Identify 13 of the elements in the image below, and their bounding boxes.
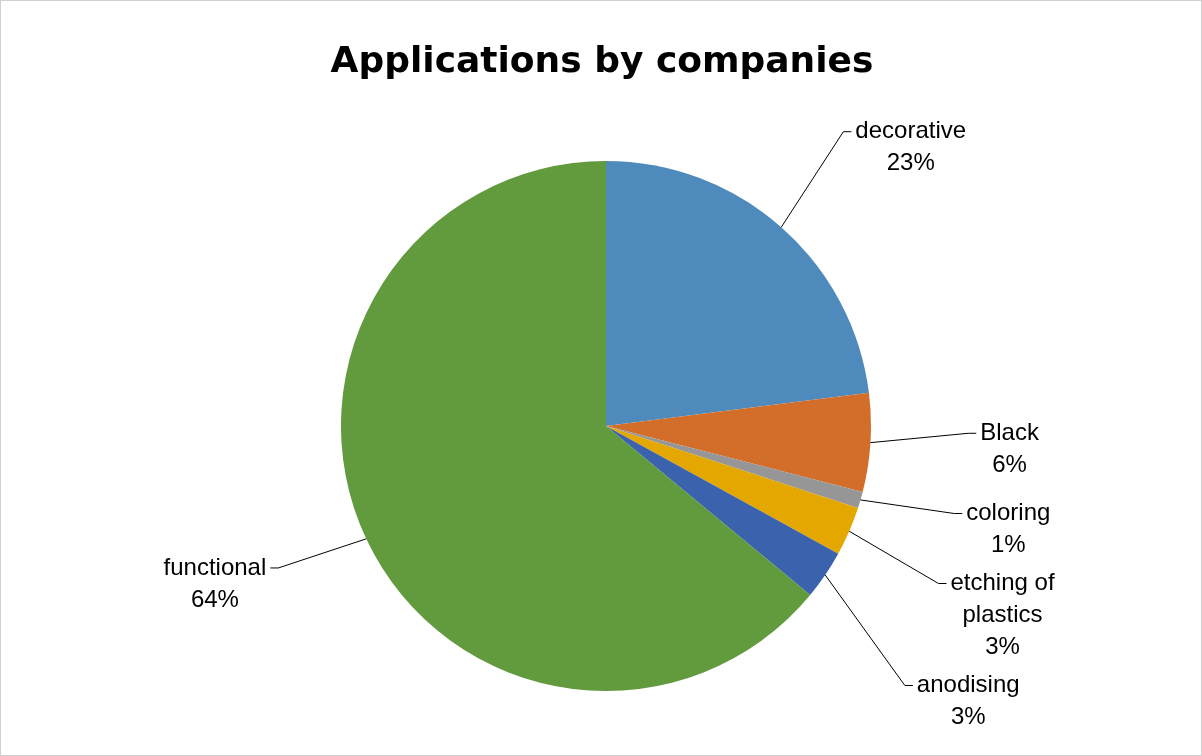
slice-label: anodising — [916, 670, 1020, 698]
chart-title: Applications by companies — [329, 39, 875, 80]
data-label: 64% — [190, 584, 239, 612]
slice-label: etching of plastics — [950, 568, 1055, 628]
data-label: 1% — [990, 530, 1026, 558]
data-label: 3% — [985, 632, 1020, 660]
data-label: 6% — [992, 449, 1027, 477]
slice-label: coloring — [966, 498, 1051, 526]
slice-label: Black — [980, 417, 1040, 445]
data-label: 23% — [886, 148, 935, 176]
slice-label: decorative — [855, 116, 967, 144]
slice-label: functional — [163, 552, 267, 580]
data-label: 3% — [950, 702, 986, 730]
